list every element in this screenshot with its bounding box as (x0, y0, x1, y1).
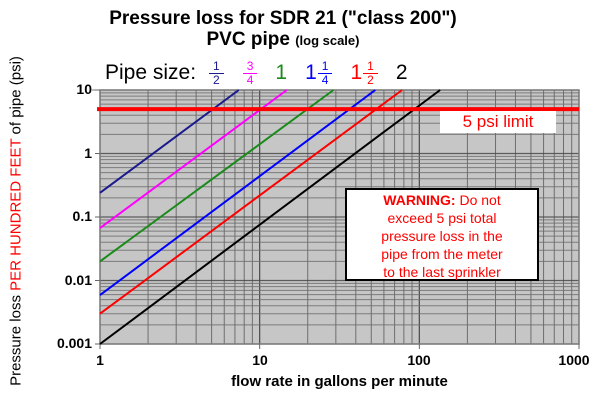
series-line-3-4 (99, 89, 288, 229)
warning-line2: exceed 5 psi total (387, 210, 497, 226)
series-line-1-1-2 (99, 89, 403, 315)
y-tick-label: 0.001 (56, 335, 92, 351)
x-tick-label: 100 (407, 352, 431, 368)
legend-whole: 1 (275, 61, 288, 84)
legend-whole: 2 (395, 61, 408, 84)
series-line-1-1-4 (99, 89, 376, 296)
data-series (99, 89, 441, 345)
legend-label: Pipe size: (105, 61, 197, 84)
y-title-suffix: of pipe (psi) (7, 56, 25, 139)
y-tick-label: 10 (76, 81, 92, 97)
y-tick-label: 1 (84, 145, 92, 161)
y-title-emphasis: PER HUNDRED FEET (7, 138, 25, 291)
warning-line3: pressure loss in the (381, 228, 503, 244)
y-title-prefix: Pressure loss (7, 290, 25, 386)
series-line-2 (99, 89, 441, 345)
x-tick-label: 10 (252, 352, 268, 368)
warning-line5: to the last sprinkler (383, 264, 501, 280)
y-tick-label: 0.01 (64, 272, 92, 288)
warning-box: WARNING: Do not exceed 5 psi total press… (345, 188, 539, 281)
y-axis-title: Pressure loss PER HUNDRED FEET of pipe (… (8, 56, 25, 386)
limit-label: 5 psi limit (440, 111, 556, 133)
warning-text: Do not (455, 192, 501, 208)
legend-item: 2 (396, 61, 408, 85)
warning-bold: WARNING: (383, 192, 456, 208)
warning-line4: pipe from the meter (381, 246, 503, 262)
legend-whole: 1 (305, 61, 317, 84)
x-axis-title: flow rate in gallons per minute (231, 373, 448, 390)
title-scale-note: (log scale) (295, 33, 360, 48)
title-main: PVC pipe (206, 29, 290, 50)
legend-item: 1 (275, 61, 287, 85)
series-line-1 (99, 89, 335, 263)
chart-title-line2: PVC pipe (log scale) (0, 29, 566, 51)
legend-whole: 1 (350, 61, 363, 84)
warning-line1: WARNING: Do not (347, 191, 537, 209)
x-tick-label: 1000 (558, 352, 590, 368)
x-tick-label: 1 (96, 352, 104, 368)
chart-title-line1: Pressure loss for SDR 21 ("class 200") (109, 8, 457, 29)
axis-frame (92, 89, 580, 349)
y-tick-label: 0.1 (72, 208, 92, 224)
